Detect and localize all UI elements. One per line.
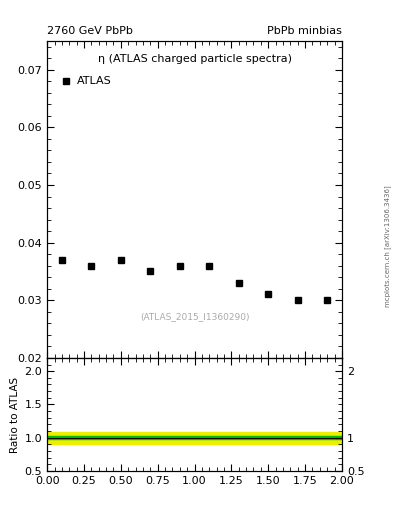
Bar: [47, 432, 342, 444]
Text: ATLAS: ATLAS: [77, 76, 111, 87]
Bar: [47, 436, 342, 439]
Text: PbPb minbias: PbPb minbias: [267, 26, 342, 36]
Text: η (ATLAS charged particle spectra): η (ATLAS charged particle spectra): [97, 54, 292, 63]
Y-axis label: Ratio to ATLAS: Ratio to ATLAS: [10, 376, 20, 453]
Text: mcplots.cern.ch [arXiv:1306.3436]: mcplots.cern.ch [arXiv:1306.3436]: [384, 185, 391, 307]
Text: (ATLAS_2015_I1360290): (ATLAS_2015_I1360290): [140, 312, 249, 321]
Text: 2760 GeV PbPb: 2760 GeV PbPb: [47, 26, 133, 36]
